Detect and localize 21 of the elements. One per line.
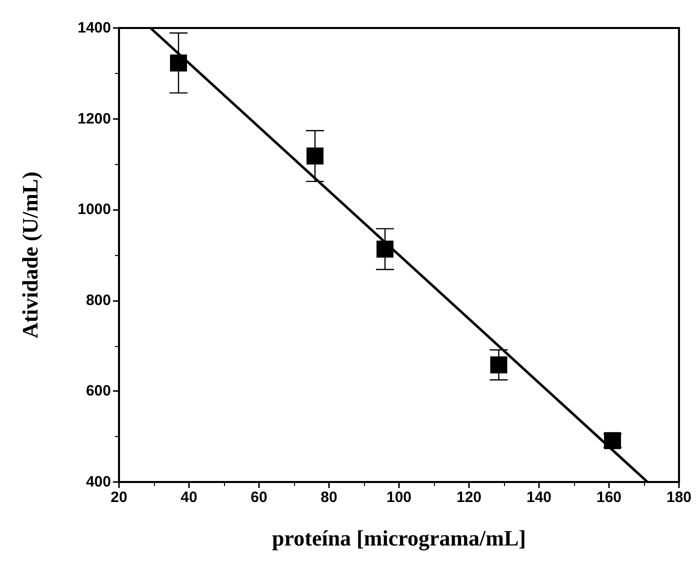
point <box>170 54 187 72</box>
x-tick-label: 180 <box>666 489 692 506</box>
x-tick-label: 40 <box>180 489 198 506</box>
x-tick-label: 140 <box>526 489 552 506</box>
y-tick-label: 800 <box>86 292 111 309</box>
y-tick-label: 1200 <box>78 110 111 128</box>
point <box>604 432 621 450</box>
x-axis-title: proteína [micrograma/mL] <box>272 526 526 550</box>
x-tick-label: 120 <box>456 489 482 506</box>
x-tick-label: 60 <box>250 489 268 506</box>
y-tick-label: 1000 <box>78 201 111 218</box>
point <box>306 148 324 165</box>
x-tick-label: 100 <box>386 489 412 506</box>
point <box>490 356 508 374</box>
y-tick-label: 400 <box>86 474 111 490</box>
x-tick-label: 20 <box>110 489 128 506</box>
y-tick-label: 600 <box>86 382 111 400</box>
y-tick-label: 1400 <box>78 20 111 36</box>
x-tick-label: 80 <box>320 489 338 506</box>
x-tick-label: 160 <box>596 489 622 506</box>
y-axis-title: Atividade (U/mL) <box>18 172 42 338</box>
